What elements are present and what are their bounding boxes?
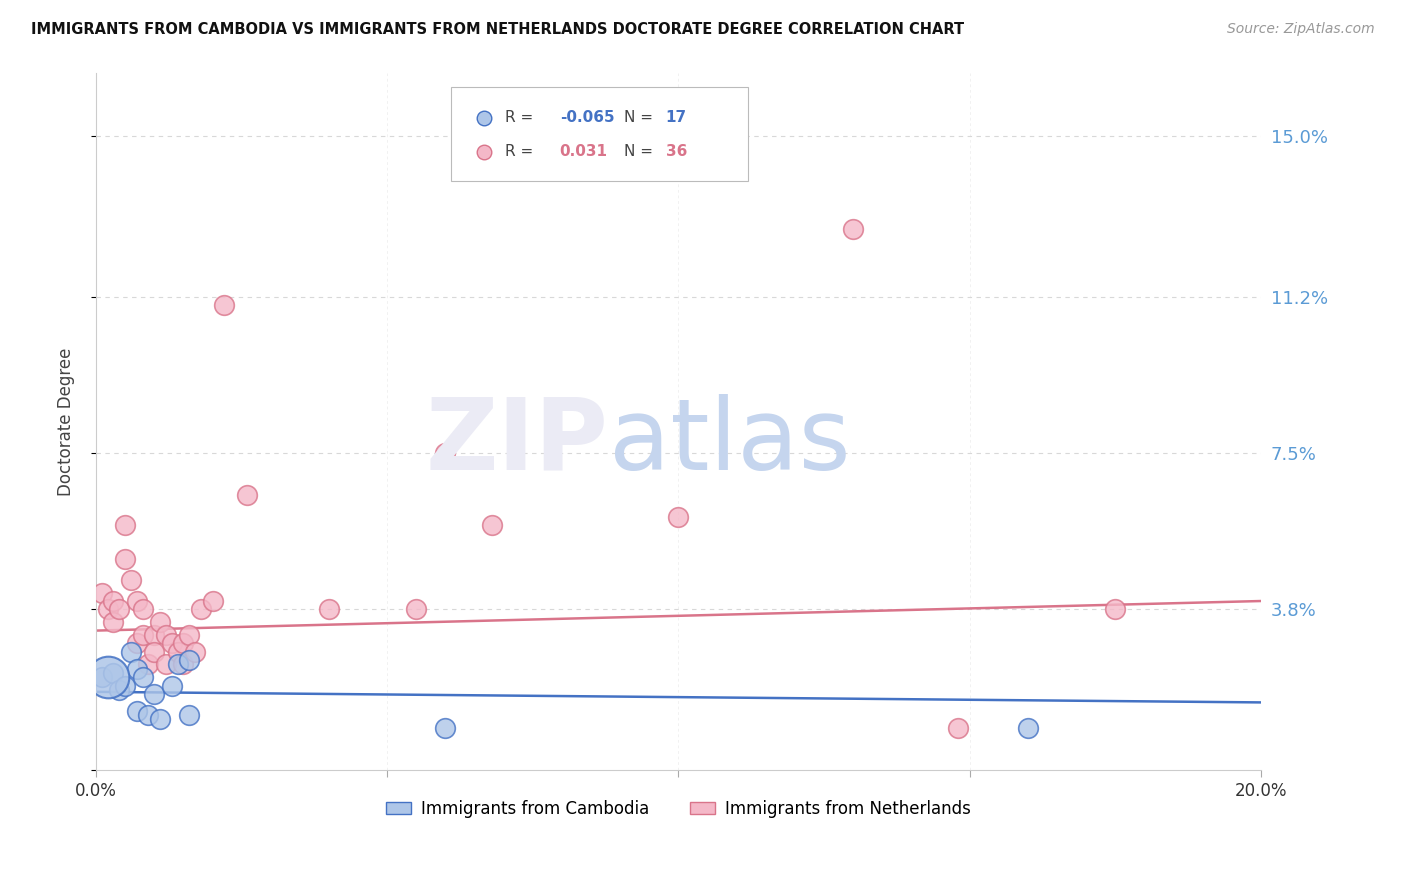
Point	[103, 615, 125, 629]
Point	[125, 662, 148, 676]
Point	[434, 446, 457, 460]
Point	[149, 712, 172, 726]
Point	[155, 657, 177, 672]
Point	[184, 645, 207, 659]
Point	[125, 704, 148, 718]
Point	[1104, 602, 1126, 616]
Text: 17: 17	[665, 111, 686, 126]
Point	[120, 573, 142, 587]
Point	[160, 679, 183, 693]
Point	[149, 615, 172, 629]
Point	[108, 602, 131, 616]
Point	[405, 602, 427, 616]
Point	[114, 518, 136, 533]
Point	[1017, 721, 1039, 735]
Point	[318, 602, 340, 616]
Text: -0.065: -0.065	[560, 111, 614, 126]
Point	[90, 585, 112, 599]
Text: N =: N =	[624, 145, 658, 159]
Point	[179, 708, 201, 723]
Point	[125, 636, 148, 650]
Text: R =: R =	[505, 145, 538, 159]
Point	[481, 518, 503, 533]
Point	[143, 687, 166, 701]
Point	[138, 657, 160, 672]
Point	[842, 222, 865, 236]
Point	[179, 653, 201, 667]
Text: 36: 36	[665, 145, 688, 159]
Point	[97, 670, 120, 684]
Point	[172, 657, 194, 672]
Point	[103, 665, 125, 680]
Point	[97, 602, 120, 616]
Point	[190, 602, 212, 616]
Point	[125, 594, 148, 608]
Point	[201, 594, 224, 608]
Point	[236, 488, 259, 502]
Point	[138, 708, 160, 723]
Point	[143, 628, 166, 642]
Point	[103, 594, 125, 608]
Point	[434, 721, 457, 735]
Point	[179, 628, 201, 642]
Point	[668, 509, 690, 524]
Point	[131, 670, 153, 684]
Point	[131, 602, 153, 616]
Point	[172, 636, 194, 650]
Point	[120, 645, 142, 659]
Text: R =: R =	[505, 111, 538, 126]
Text: atlas: atlas	[609, 394, 851, 491]
Point	[90, 670, 112, 684]
FancyBboxPatch shape	[451, 87, 748, 181]
Y-axis label: Doctorate Degree: Doctorate Degree	[58, 347, 75, 496]
Point	[108, 682, 131, 697]
Point	[160, 636, 183, 650]
Point	[114, 551, 136, 566]
Text: 0.031: 0.031	[560, 145, 607, 159]
Point	[143, 645, 166, 659]
Point	[946, 721, 969, 735]
Point	[212, 298, 235, 312]
Text: IMMIGRANTS FROM CAMBODIA VS IMMIGRANTS FROM NETHERLANDS DOCTORATE DEGREE CORRELA: IMMIGRANTS FROM CAMBODIA VS IMMIGRANTS F…	[31, 22, 965, 37]
Text: ZIP: ZIP	[426, 394, 609, 491]
Point	[166, 657, 188, 672]
Point	[131, 628, 153, 642]
Legend: Immigrants from Cambodia, Immigrants from Netherlands: Immigrants from Cambodia, Immigrants fro…	[378, 793, 979, 824]
Text: N =: N =	[624, 111, 658, 126]
Text: Source: ZipAtlas.com: Source: ZipAtlas.com	[1227, 22, 1375, 37]
Point	[166, 645, 188, 659]
Point	[114, 679, 136, 693]
Point	[155, 628, 177, 642]
